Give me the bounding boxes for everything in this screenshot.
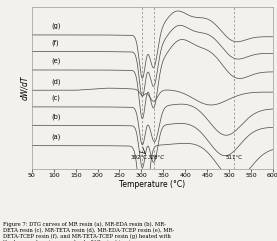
Y-axis label: dW/dT: dW/dT bbox=[20, 76, 29, 100]
Text: 302°C: 302°C bbox=[130, 155, 147, 161]
Text: (g): (g) bbox=[52, 23, 61, 29]
Text: (b): (b) bbox=[52, 113, 61, 120]
Text: (c): (c) bbox=[52, 95, 60, 101]
Text: 511°C: 511°C bbox=[225, 155, 242, 161]
Text: (f): (f) bbox=[52, 40, 59, 46]
Text: (a): (a) bbox=[52, 134, 61, 140]
Text: (d): (d) bbox=[52, 78, 61, 85]
Text: Figure 7: DTG curves of MR resin (a), MR-EDA resin (b), MR-
DETA resin (c), MR-T: Figure 7: DTG curves of MR resin (a), MR… bbox=[3, 222, 174, 241]
Text: (e): (e) bbox=[52, 58, 61, 64]
X-axis label: Temperature (°C): Temperature (°C) bbox=[119, 180, 185, 189]
Text: 328°C: 328°C bbox=[148, 155, 165, 161]
